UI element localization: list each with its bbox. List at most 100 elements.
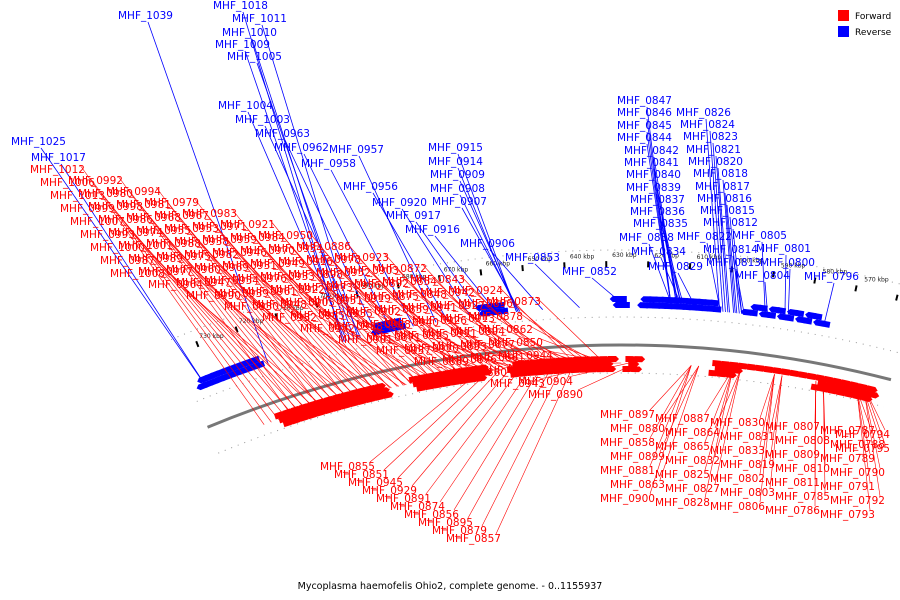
forward-gene-label: MHF_0848 — [392, 289, 447, 301]
scale-tick-label: 650 kbp — [528, 256, 553, 263]
reverse-gene-arrow — [497, 307, 509, 315]
forward-gene-label: MHF_0922 — [270, 284, 325, 296]
forward-gene-arrow — [857, 383, 870, 391]
reverse-gene-arrow — [707, 299, 719, 307]
forward-gene-label: MHF_0979 — [144, 197, 199, 209]
reverse-label-leader — [660, 257, 684, 309]
forward-label-leader — [165, 199, 327, 405]
forward-gene-label: MHF_0899 — [610, 451, 665, 463]
forward-gene-arrow — [729, 361, 741, 369]
forward-label-leader — [167, 240, 329, 405]
reverse-label-leader — [372, 192, 448, 321]
forward-label-leader — [649, 365, 692, 439]
reverse-gene-label: MHF_0801 — [756, 243, 811, 255]
forward-gene-label: MHF_0792 — [830, 495, 885, 507]
forward-label-leader — [517, 311, 591, 364]
reverse-label-leader — [724, 192, 736, 314]
forward-label-leader — [317, 243, 440, 379]
forward-gene-label: MHF_0893 — [432, 341, 487, 353]
reverse-gene-arrow — [493, 301, 505, 309]
forward-label-leader — [704, 368, 734, 471]
scale-tick — [234, 326, 239, 333]
reverse-gene-label: MHF_0920 — [372, 197, 427, 209]
reverse-gene-label: MHF_0956 — [343, 181, 398, 193]
reverse-label-leader — [735, 268, 745, 315]
reverse-gene-label: MHF_0914 — [428, 156, 483, 168]
forward-label-leader — [251, 234, 391, 389]
forward-gene-arrow — [278, 415, 290, 424]
scale-tick — [479, 269, 483, 276]
reverse-label-leader — [732, 228, 743, 314]
forward-gene-arrow — [382, 391, 394, 399]
forward-gene-label: MHF_0787 — [820, 425, 875, 437]
forward-gene-label: MHF_0887 — [655, 413, 710, 425]
reverse-label-leader — [823, 282, 835, 326]
forward-gene-label: MHF_0999 — [60, 203, 115, 215]
reverse-gene-label: MHF_0818 — [693, 168, 748, 180]
forward-gene-label: MHF_0861 — [470, 352, 525, 364]
reverse-gene-label: MHF_0796 — [804, 271, 859, 283]
forward-label-leader — [139, 242, 308, 411]
forward-label-leader — [481, 364, 564, 527]
forward-label-leader — [99, 190, 279, 420]
forward-gene-label: MHF_0810 — [775, 463, 830, 475]
forward-gene-label: MHF_0809 — [765, 449, 820, 461]
forward-gene-arrow — [798, 371, 810, 379]
forward-label-leader — [393, 265, 497, 371]
forward-gene-label: MHF_0892 — [354, 278, 409, 290]
forward-label-leader — [537, 337, 607, 364]
reverse-gene-label: MHF_0917 — [386, 210, 441, 222]
scale-tick-label: 600 kbp — [739, 257, 764, 264]
forward-label-leader — [539, 362, 608, 380]
forward-gene-label: MHF_0859 — [374, 304, 429, 316]
reverse-gene-label: MHF_0815 — [700, 205, 755, 217]
forward-gene-label: MHF_0851 — [334, 469, 389, 481]
forward-label-leader — [519, 352, 593, 364]
forward-label-leader — [383, 252, 490, 372]
reverse-gene-label: MHF_0823 — [683, 131, 738, 143]
forward-gene-label: MHF_0926 — [412, 315, 467, 327]
forward-gene-label: MHF_0858 — [600, 437, 655, 449]
forward-gene-label: MHF_1007 — [70, 216, 125, 228]
forward-gene-label: MHF_0960 — [166, 264, 221, 276]
reverse-label-leader — [284, 139, 377, 335]
forward-gene-label: MHF_0931 — [222, 260, 277, 272]
forward-gene-arrow — [458, 377, 471, 385]
forward-label-leader — [527, 324, 599, 364]
forward-gene-label: MHF_0919 — [336, 293, 391, 305]
forward-label-leader — [769, 375, 783, 433]
forward-label-leader — [459, 274, 547, 366]
forward-label-leader — [383, 370, 490, 471]
reverse-gene-label: MHF_0800 — [760, 257, 815, 269]
reverse-gene-label: MHF_0915 — [428, 142, 483, 154]
reverse-label-leader — [261, 24, 359, 339]
reverse-label-leader — [489, 249, 544, 310]
forward-gene-arrow — [631, 366, 643, 373]
forward-gene-label: MHF_0950 — [258, 230, 313, 242]
forward-gene-arrow — [570, 366, 582, 374]
forward-gene-label: MHF_0941 — [402, 302, 457, 314]
forward-label-leader — [714, 369, 741, 485]
reverse-gene-arrow — [819, 320, 831, 328]
forward-gene-label: MHF_0856 — [404, 509, 459, 521]
forward-label-leader — [577, 362, 637, 391]
forward-gene-label: MHF_0910 — [404, 343, 459, 355]
forward-gene-label: MHF_0984 — [230, 232, 285, 244]
forward-label-leader — [443, 330, 535, 367]
forward-gene-label: MHF_0786 — [765, 505, 820, 517]
forward-gene-label: MHF_1013 — [50, 190, 105, 202]
forward-gene-label: MHF_0967 — [154, 210, 209, 222]
forward-label-leader — [129, 229, 301, 413]
forward-gene-label: MHF_0898 — [288, 269, 343, 281]
forward-label-leader — [463, 356, 550, 366]
forward-gene-label: MHF_0863 — [610, 479, 665, 491]
forward-gene-arrow — [286, 412, 298, 421]
forward-gene-label: MHF_0935 — [318, 308, 373, 320]
forward-gene-label: MHF_0943 — [490, 378, 545, 390]
forward-gene-arrow — [290, 416, 303, 425]
forward-gene-arrow — [282, 418, 294, 428]
forward-label-leader — [177, 253, 336, 403]
forward-gene-label: MHF_0937 — [376, 345, 431, 357]
